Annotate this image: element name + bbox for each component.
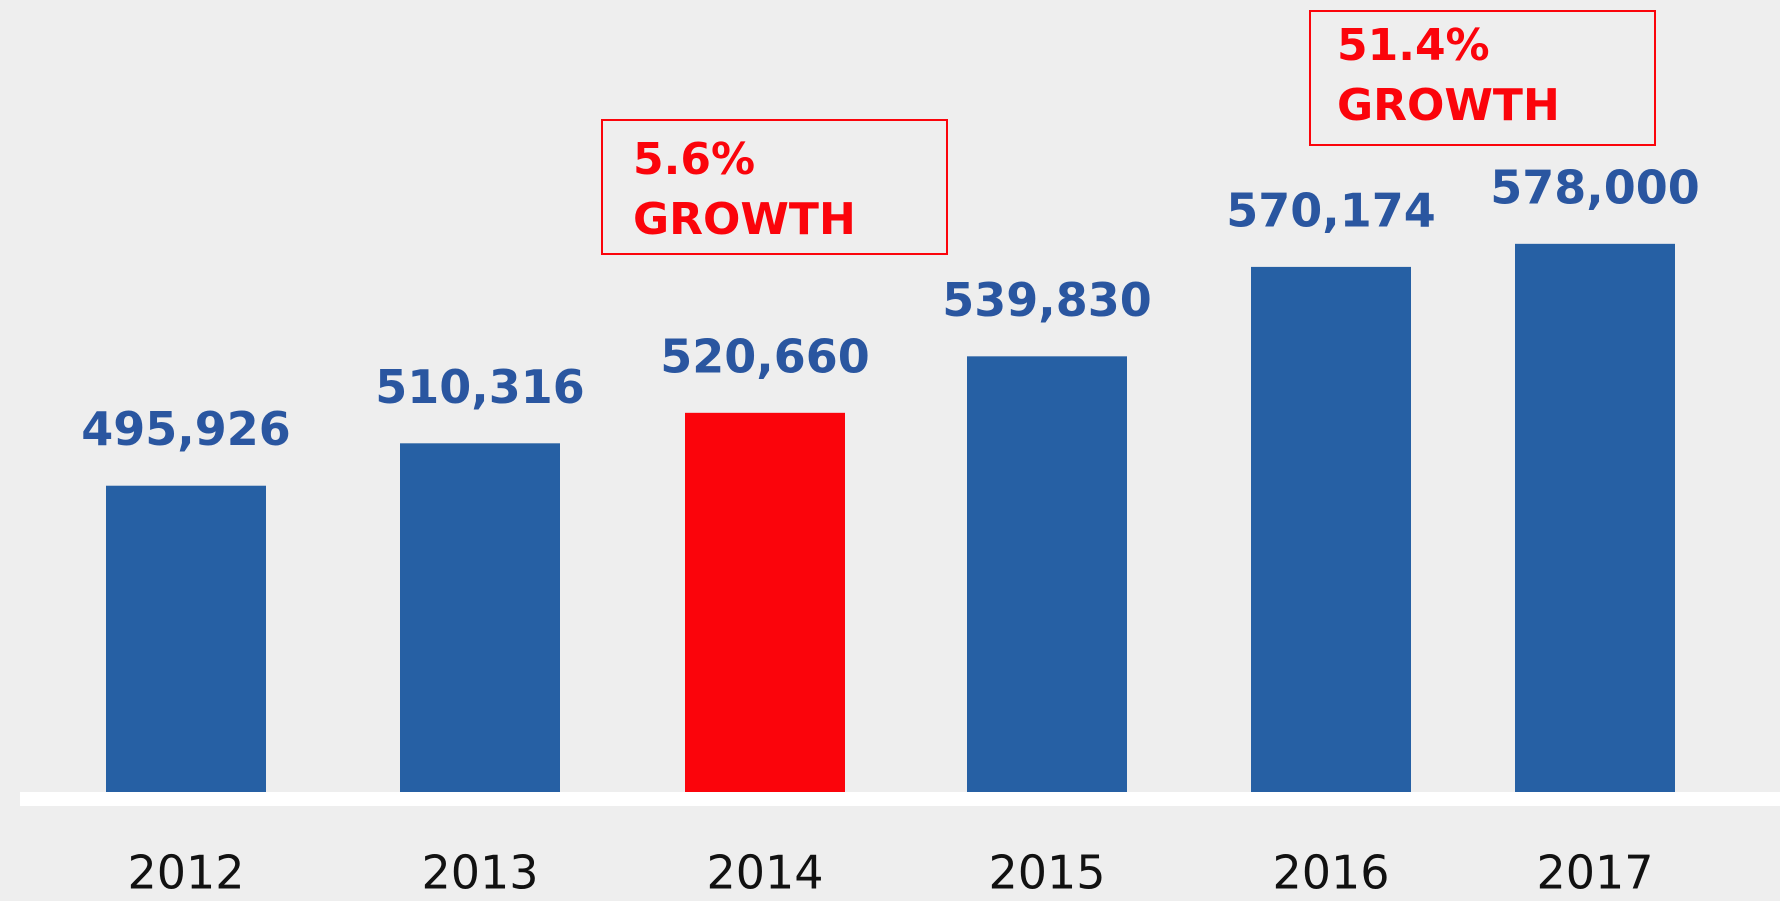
x-tick-label: 2015 bbox=[988, 846, 1105, 900]
annotation-box bbox=[601, 119, 948, 255]
x-tick-label: 2016 bbox=[1272, 846, 1389, 900]
value-label: 570,174 bbox=[1226, 183, 1436, 237]
bar bbox=[685, 412, 845, 792]
bar bbox=[400, 443, 560, 792]
bar bbox=[106, 485, 266, 792]
bar bbox=[1251, 266, 1411, 793]
annotation-text: GROWTH bbox=[1337, 80, 1560, 131]
annotation-text: GROWTH bbox=[633, 194, 856, 245]
bar bbox=[1515, 243, 1675, 792]
annotation-text: 51.4% bbox=[1337, 20, 1490, 71]
x-tick-label: 2013 bbox=[421, 846, 538, 900]
value-label: 539,830 bbox=[942, 273, 1152, 327]
bar bbox=[967, 356, 1127, 792]
annotation-box bbox=[1309, 10, 1656, 146]
value-label: 520,660 bbox=[660, 329, 870, 383]
x-tick-label: 2017 bbox=[1536, 846, 1653, 900]
baseline bbox=[20, 792, 1780, 806]
x-tick-label: 2012 bbox=[127, 846, 244, 900]
value-label: 510,316 bbox=[375, 360, 585, 414]
value-label: 495,926 bbox=[81, 402, 291, 456]
annotation-text: 5.6% bbox=[633, 134, 755, 185]
x-tick-label: 2014 bbox=[706, 846, 823, 900]
value-label: 578,000 bbox=[1490, 160, 1700, 214]
